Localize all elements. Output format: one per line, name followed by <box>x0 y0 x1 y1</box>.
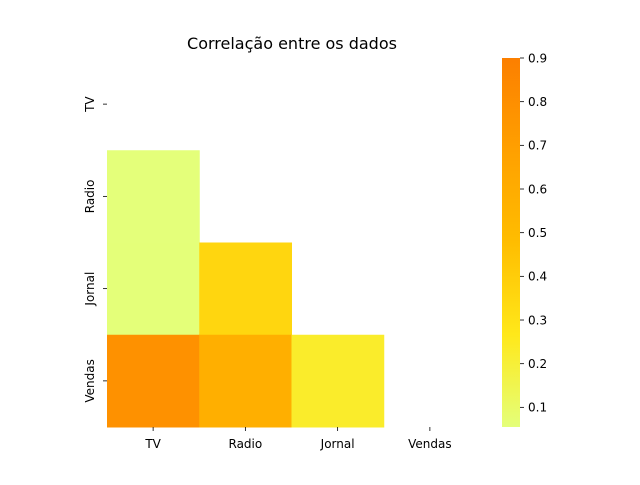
heatmap-cell-vendas-tv <box>107 334 200 428</box>
heatmap-cell-vendas-radio <box>199 334 292 428</box>
colorbar-tick-label: 0.5 <box>528 226 547 240</box>
colorbar-tick-label: 0.1 <box>528 401 547 415</box>
colorbar-tick-label: 0.2 <box>528 357 547 371</box>
y-tick-label-tv: TV <box>83 96 97 113</box>
heatmap-cells <box>107 150 385 428</box>
heatmap-cell-vendas-jornal <box>291 334 385 428</box>
y-tick-label-vendas: Vendas <box>83 359 97 403</box>
colorbar-gradient <box>502 58 520 427</box>
x-axis: TV Radio Jornal Vendas <box>144 427 452 451</box>
colorbar-tick-label: 0.7 <box>528 139 547 153</box>
heatmap-cell-radio-tv <box>107 150 200 243</box>
y-tick-label-jornal: Jornal <box>83 272 97 307</box>
colorbar-tick-label: 0.9 <box>528 51 547 65</box>
colorbar-tick-label: 0.6 <box>528 182 547 196</box>
y-tick-label-radio: Radio <box>83 180 97 214</box>
chart-title: Correlação entre os dados <box>187 34 397 53</box>
x-tick-label-tv: TV <box>144 437 161 451</box>
heatmap-cell-jornal-tv <box>107 242 200 336</box>
x-tick-label-radio: Radio <box>229 437 263 451</box>
colorbar-tick-label: 0.4 <box>528 270 547 284</box>
heatmap-cell-jornal-radio <box>199 242 292 336</box>
x-tick-label-vendas: Vendas <box>408 437 452 451</box>
colorbar-tick-label: 0.8 <box>528 95 547 109</box>
y-axis: TV Radio Jornal Vendas <box>83 96 107 403</box>
colorbar: 0.1 0.2 0.3 0.4 0.5 0.6 0.7 0.8 0.9 <box>502 51 547 427</box>
colorbar-tick-label: 0.3 <box>528 313 547 327</box>
x-tick-label-jornal: Jornal <box>320 437 355 451</box>
